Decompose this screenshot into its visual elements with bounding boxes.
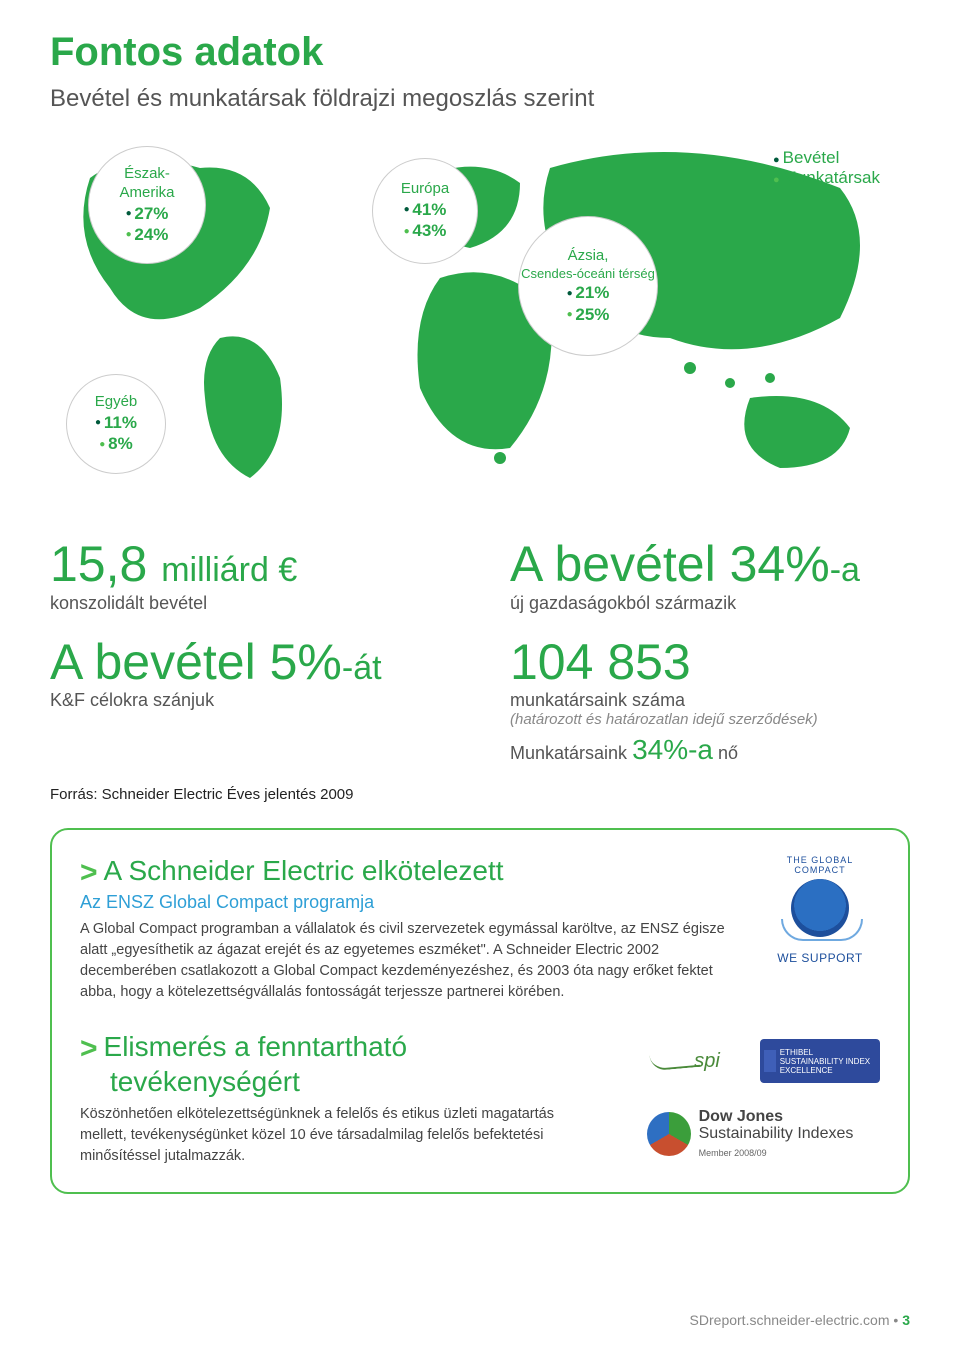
dj-line2: Sustainability Indexes	[699, 1125, 854, 1142]
region-bubble-north-america: Észak- Amerika 27% 24%	[88, 146, 206, 264]
dj-line1: Dow Jones	[699, 1108, 783, 1125]
section-title: A Schneider Electric elkötelezett	[104, 855, 504, 886]
footer-url: SDreport.schneider-electric.com	[690, 1312, 890, 1328]
stat-value: A bevétel 5%	[50, 634, 342, 690]
section-heading: >A Schneider Electric elkötelezett	[80, 855, 740, 890]
stat-sub: K&F célokra szánjuk	[50, 690, 450, 711]
stat-sub: konszolidált bevétel	[50, 593, 450, 614]
region-revenue: 27%	[126, 203, 169, 224]
stat-suffix: -a	[830, 551, 860, 589]
footer-page: 3	[902, 1312, 910, 1328]
chevron-icon: >	[80, 856, 98, 889]
stat-women: Munkatársaink 34%-a nő	[510, 734, 910, 766]
section-body: Köszönhetően elkötelezettségünknek a fel…	[80, 1104, 580, 1167]
stat-post: nő	[713, 743, 738, 763]
section-title-line2: tevékenységért	[110, 1066, 580, 1098]
stat-sub: új gazdaságokból származik	[510, 593, 910, 614]
world-map-area: Észak- Amerika 27% 24% Európa 41% 43% Áz…	[50, 138, 910, 498]
globe-icon	[791, 879, 849, 937]
ethibel-text: ETHIBEL SUSTAINABILITY INDEX EXCELLENCE	[780, 1048, 876, 1075]
region-employees: 43%	[404, 220, 447, 241]
page-subtitle: Bevétel és munkatársak földrajzi megoszl…	[50, 85, 910, 113]
stat-note: (határozott és határozatlan idejű szerző…	[510, 711, 910, 728]
region-name: Ázsia,	[568, 247, 609, 266]
stat-suffix: -át	[342, 649, 382, 687]
stat-sub: munkatársaink száma	[510, 690, 910, 711]
award-logos: spi ETHIBEL SUSTAINABILITY INDEX EXCELLE…	[600, 1031, 880, 1167]
region-name: Észak-	[124, 165, 170, 184]
legend-revenue: Bevétel	[773, 148, 880, 168]
ethibel-logo: ETHIBEL SUSTAINABILITY INDEX EXCELLENCE	[760, 1039, 880, 1083]
section-heading: >Elismerés a fenntartható	[80, 1031, 580, 1066]
region-name: Európa	[401, 180, 449, 199]
stat-new-econ: A bevétel 34%-a	[510, 538, 910, 591]
aspi-logo: spi	[620, 1039, 750, 1083]
commitment-panel: >A Schneider Electric elkötelezett Az EN…	[50, 828, 910, 1194]
key-stats: 15,8 milliárd € konszolidált bevétel A b…	[50, 538, 910, 766]
gc-support-text: WE SUPPORT	[760, 951, 880, 965]
region-bubble-europe: Európa 41% 43%	[372, 158, 478, 264]
region-employees: 24%	[126, 224, 169, 245]
region-employees: 25%	[567, 304, 610, 325]
stat-value: A bevétel 34%	[510, 536, 830, 592]
stat-employees: 104 853	[510, 636, 910, 689]
region-revenue: 21%	[567, 282, 610, 303]
stat-rd: A bevétel 5%-át	[50, 636, 450, 689]
stat-unit: milliárd €	[161, 551, 297, 589]
region-name: Egyéb	[95, 393, 138, 412]
page-title: Fontos adatok	[50, 30, 910, 75]
stat-revenue: 15,8 milliárd €	[50, 538, 450, 591]
region-bubble-asia-pacific: Ázsia, Csendes-óceáni térség 21% 25%	[518, 216, 658, 356]
region-name: Csendes-óceáni térség	[521, 266, 655, 282]
legend-employees: Munkatársak	[773, 168, 880, 188]
region-revenue: 41%	[404, 199, 447, 220]
section-body: A Global Compact programban a vállalatok…	[80, 919, 740, 1003]
dj-member: Member 2008/09	[699, 1148, 767, 1158]
section-subtitle: Az ENSZ Global Compact programja	[80, 892, 740, 913]
stat-pre: Munkatársaink	[510, 743, 632, 763]
region-revenue: 11%	[95, 412, 137, 433]
map-legend: Bevétel Munkatársak	[773, 148, 880, 188]
region-bubble-other: Egyéb 11% 8%	[66, 374, 166, 474]
stat-value: 15,8	[50, 536, 147, 592]
gc-arc-text: THE GLOBAL COMPACT	[760, 855, 880, 875]
region-employees: 8%	[99, 433, 132, 454]
stat-pct: 34%-a	[632, 734, 713, 765]
chevron-icon: >	[80, 1032, 98, 1065]
region-name: Amerika	[119, 184, 174, 203]
dj-circle-icon	[647, 1112, 691, 1156]
source-note: Forrás: Schneider Electric Éves jelentés…	[50, 786, 910, 803]
dow-jones-logo: Dow Jones Sustainability Indexes Member …	[620, 1109, 880, 1159]
section-title: Elismerés a fenntartható	[104, 1031, 408, 1062]
global-compact-logo: THE GLOBAL COMPACT WE SUPPORT	[760, 855, 880, 1003]
page-footer: SDreport.schneider-electric.com • 3	[690, 1312, 910, 1328]
